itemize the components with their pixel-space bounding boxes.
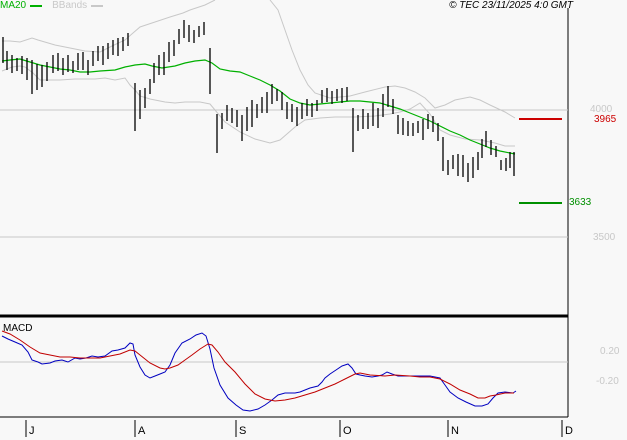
macd-line — [1, 332, 517, 412]
x-label-oct: O — [343, 425, 352, 437]
copyright-timestamp: © TEC 23/11/2025 4:0 GMT — [449, 0, 573, 11]
legend-ma20-swatch — [30, 4, 43, 7]
x-label-sep: S — [239, 425, 247, 437]
x-label-jul: J — [29, 425, 35, 437]
macd-label-pos: 0.20 — [600, 346, 620, 357]
x-axis-ticks — [25, 420, 563, 437]
price-label-3500: 3500 — [593, 232, 616, 243]
macd-title: MACD — [3, 323, 33, 334]
legend-ma20-label: MA20 — [0, 0, 27, 11]
legend-bbands-swatch — [91, 4, 104, 7]
signal-line — [1, 330, 514, 402]
support-label: 3633 — [569, 197, 592, 208]
ma20-line — [1, 58, 516, 155]
chart-legend: MA20 BBands — [0, 0, 104, 11]
bollinger-bands — [1, 0, 516, 147]
price-label-4000: 4000 — [590, 104, 613, 115]
ohlc-bars — [2, 20, 515, 182]
macd-label-neg: -0.20 — [596, 376, 619, 387]
x-label-aug: A — [138, 425, 146, 437]
resistance-label: 3965 — [594, 114, 617, 125]
x-label-dec: D — [565, 425, 573, 437]
legend-bbands-label: BBands — [52, 0, 88, 11]
x-label-nov: N — [451, 425, 459, 437]
